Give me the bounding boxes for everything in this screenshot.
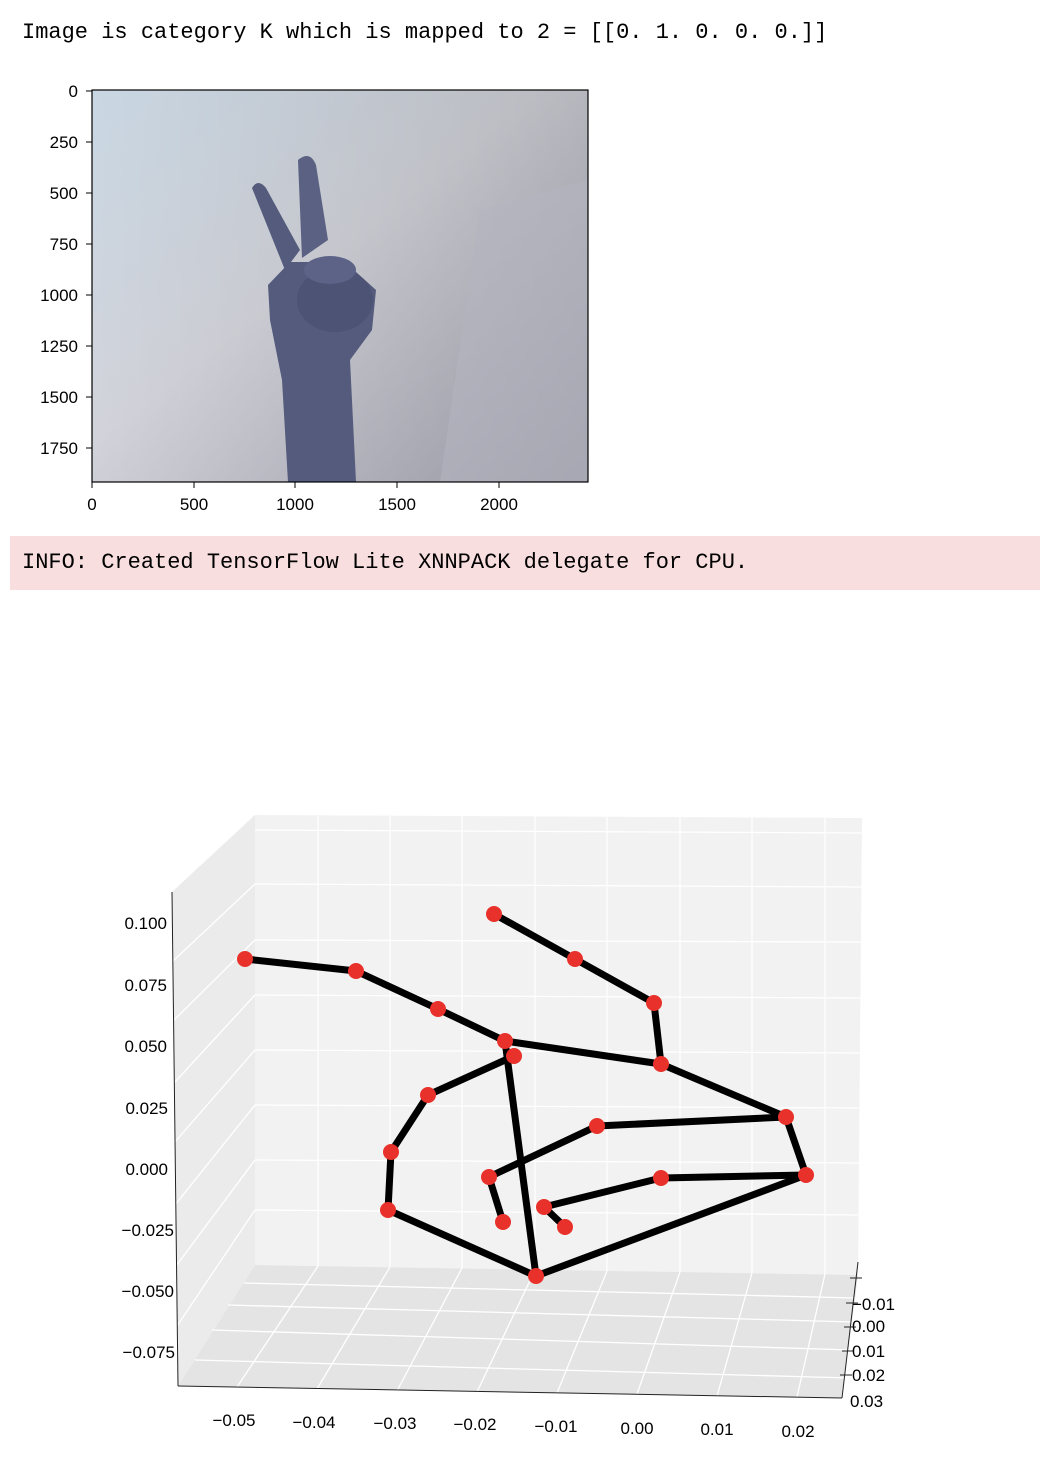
- z-tick-label: −0.050: [122, 1282, 174, 1301]
- x-tick-label: −0.05: [212, 1411, 255, 1430]
- stderr-text: INFO: Created TensorFlow Lite XNNPACK de…: [22, 550, 749, 575]
- z-tick-label: 0.025: [125, 1099, 168, 1118]
- y-tick-label: 0.02: [852, 1366, 885, 1385]
- image-plot: 0 500 1000 1500 2000 0 250 500 750 1000 …: [40, 82, 589, 514]
- y-tick-label: 1500: [40, 388, 78, 407]
- index-segment: [434, 1005, 509, 1045]
- cell-output-stderr: INFO: Created TensorFlow Lite XNNPACK de…: [10, 536, 1040, 590]
- x-tick-label: 0.02: [781, 1422, 814, 1441]
- middle-segment: [490, 910, 579, 963]
- z-tick-label: 0.000: [125, 1160, 168, 1179]
- axis-lines: [171, 891, 862, 1399]
- x-tick-label: 1500: [378, 495, 416, 514]
- x-tick-label: 0: [87, 495, 96, 514]
- x-tick-label: −0.01: [534, 1417, 577, 1436]
- ring-segment: [593, 1113, 790, 1130]
- x-tick-label: −0.04: [292, 1413, 335, 1432]
- middle-segment: [571, 955, 658, 1007]
- z-tick-label: 0.075: [124, 976, 167, 995]
- y-tick-label: 0.01: [852, 1342, 885, 1361]
- landmark-index-tip: [237, 951, 253, 967]
- y-tick-label: 1750: [40, 439, 78, 458]
- landmark-middle-dip: [567, 951, 583, 967]
- y-tick-labels: −0.01 0.00 0.01 0.02 0.03: [850, 1295, 895, 1411]
- landmark-pinky-pip: [653, 1170, 669, 1186]
- landmark-ring-dip: [481, 1169, 497, 1185]
- hand-landmarks: [237, 906, 814, 1284]
- palm-edge: [501, 1037, 665, 1068]
- ring-segment: [485, 1122, 601, 1181]
- pinky-segment: [540, 1174, 665, 1211]
- hand-landmark-3d-plot: 0.100 0.075 0.050 0.025 0.000 −0.025 −0.…: [122, 815, 895, 1441]
- landmark-ring-tip: [495, 1214, 511, 1230]
- image-frame: [91, 89, 589, 483]
- landmark-pinky-mcp: [798, 1167, 814, 1183]
- index-segment: [352, 967, 442, 1013]
- landmark-middle-pip: [646, 995, 662, 1011]
- wrist-to-pinky: [532, 1171, 810, 1280]
- x-tick-label: 500: [180, 495, 208, 514]
- x-tick-label: 0.01: [700, 1420, 733, 1439]
- middle-segment: [650, 999, 665, 1068]
- landmark-pinky-tip: [557, 1219, 573, 1235]
- photo: [92, 90, 588, 482]
- index-segment: [241, 955, 360, 975]
- wrist-to-thumb: [384, 1206, 540, 1280]
- thumb-segment: [387, 1091, 432, 1156]
- image-y-axis: [86, 90, 92, 449]
- pinky-segment: [657, 1171, 810, 1182]
- y-tick-label: 0.00: [852, 1317, 885, 1336]
- landmark-index-mcp: [497, 1033, 513, 1049]
- landmark-thumb-ip: [420, 1087, 436, 1103]
- palm-edge: [657, 1060, 790, 1121]
- cell-output-stdout: Image is category K which is mapped to 2…: [22, 20, 828, 45]
- landmark-thumb-tip: [506, 1048, 522, 1064]
- y-tick-label: 1250: [40, 337, 78, 356]
- y-tick-label: 1000: [40, 286, 78, 305]
- y-tick-label: 0.03: [850, 1392, 883, 1411]
- landmark-middle-tip: [486, 906, 502, 922]
- x-tick-label: 2000: [480, 495, 518, 514]
- z-tick-label: −0.075: [123, 1343, 175, 1362]
- y-tick-label: −0.01: [852, 1295, 895, 1314]
- landmark-middle-mcp: [653, 1056, 669, 1072]
- x-tick-label: 0.00: [620, 1419, 653, 1438]
- landmark-ring-pip: [589, 1118, 605, 1134]
- thumb-segment: [384, 1148, 395, 1214]
- y-tick-label: 750: [50, 235, 78, 254]
- landmark-wrist: [528, 1268, 544, 1284]
- z-tick-labels: 0.100 0.075 0.050 0.025 0.000 −0.025 −0.…: [122, 914, 175, 1362]
- z-tick-label: −0.025: [122, 1221, 174, 1240]
- landmark-thumb-cmc: [380, 1202, 396, 1218]
- image-x-axis: [91, 482, 500, 488]
- palm-edge: [782, 1113, 810, 1179]
- x-tick-labels: −0.05 −0.04 −0.03 −0.02 −0.01 0.00 0.01 …: [212, 1411, 814, 1441]
- thumb-segment: [424, 1052, 518, 1099]
- x-tick-label: 1000: [276, 495, 314, 514]
- landmark-ring-mcp: [778, 1109, 794, 1125]
- landmark-index-pip: [430, 1001, 446, 1017]
- y-tick-label: 500: [50, 184, 78, 203]
- z-tick-label: 0.050: [124, 1037, 167, 1056]
- y-tick-label: 0: [69, 82, 78, 101]
- y-tick-label: 250: [50, 133, 78, 152]
- landmark-thumb-mcp: [383, 1144, 399, 1160]
- z-tick-label: 0.100: [124, 914, 167, 933]
- x-tick-label: −0.02: [453, 1415, 496, 1434]
- landmark-pinky-dip: [536, 1199, 552, 1215]
- x-tick-label: −0.03: [373, 1414, 416, 1433]
- landmark-index-dip: [348, 963, 364, 979]
